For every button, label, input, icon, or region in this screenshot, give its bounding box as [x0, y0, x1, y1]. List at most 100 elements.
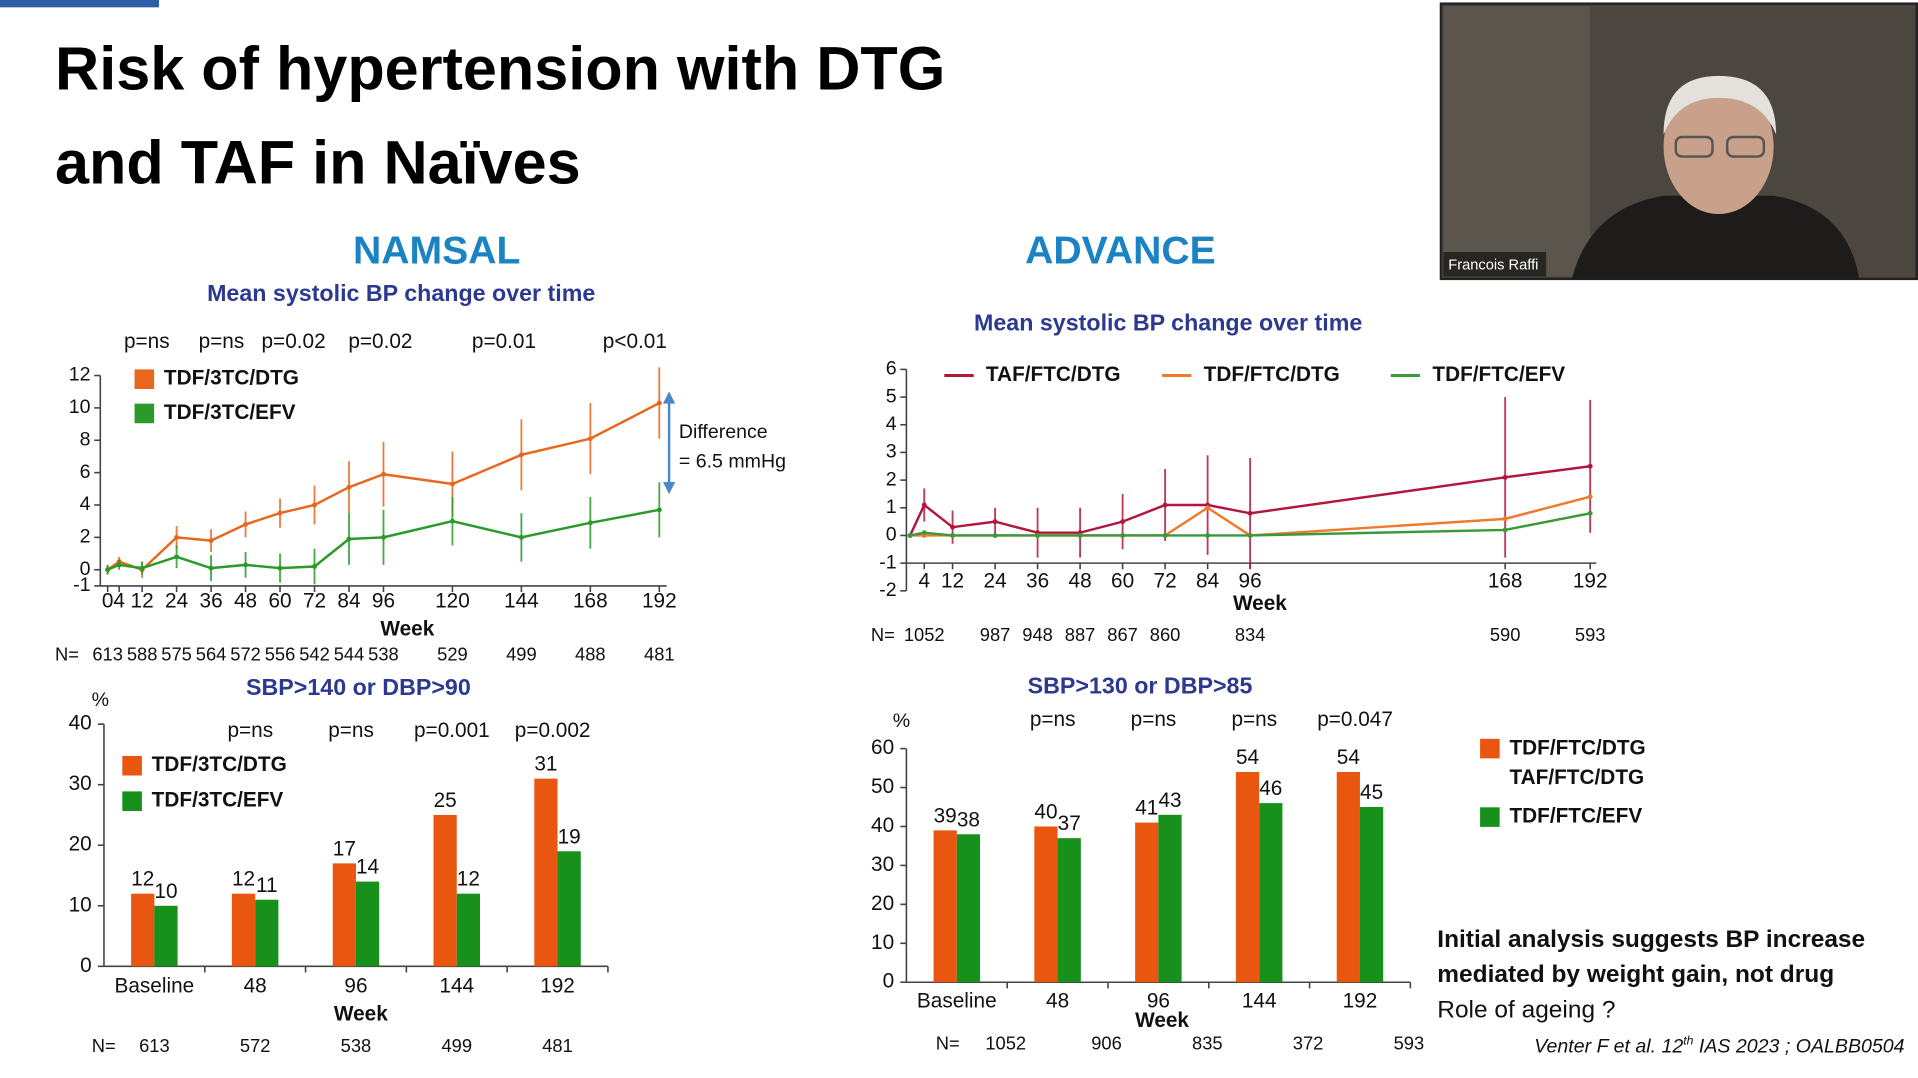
n-value: 1052	[985, 1032, 1026, 1053]
bar	[557, 851, 581, 967]
n-value: 538	[368, 643, 399, 664]
n-value: 564	[196, 643, 227, 664]
legend-label: TDF/3TC/DTG	[152, 753, 287, 776]
p-value: p=ns	[199, 330, 245, 353]
citation-sup: th	[1683, 1034, 1694, 1049]
conclusion: Initial analysis suggests BP increase	[1437, 925, 1866, 953]
data-point	[1035, 533, 1041, 538]
x-tick-label: 60	[1111, 570, 1134, 593]
n-value: 593	[1394, 1032, 1425, 1053]
bar	[255, 899, 279, 967]
x-tick-label: 48	[1069, 570, 1092, 593]
n-label: N=	[936, 1032, 960, 1053]
x-tick-label: 96	[344, 975, 367, 998]
data-point	[1205, 505, 1211, 511]
data-point	[105, 567, 111, 573]
data-label: 43	[1158, 789, 1181, 812]
name-tag	[1443, 251, 1547, 277]
n-value: 613	[139, 1035, 170, 1056]
data-point	[992, 519, 998, 525]
data-point	[1120, 519, 1126, 525]
bar	[956, 834, 981, 983]
data-label: 45	[1360, 781, 1383, 804]
n-label: N=	[871, 624, 895, 645]
y-tick-label: 20	[69, 833, 92, 856]
p-value: p=ns	[227, 719, 273, 742]
y-tick-label: 30	[871, 853, 894, 876]
x-tick-label: 192	[540, 975, 575, 998]
x-axis-label: Week	[1135, 1009, 1189, 1032]
data-point	[1247, 510, 1253, 516]
n-value: 835	[1192, 1032, 1223, 1053]
n-value: 834	[1235, 624, 1266, 645]
data-point	[518, 534, 524, 540]
data-point	[174, 554, 180, 560]
n-value: 593	[1575, 624, 1606, 645]
x-tick-label: Baseline	[917, 989, 997, 1012]
x-tick-label: 192	[1573, 570, 1608, 593]
x-tick-label: 84	[1196, 570, 1219, 593]
data-label: 25	[434, 789, 457, 812]
series-line	[908, 465, 1591, 536]
n-value: 575	[161, 643, 192, 664]
n-value: 529	[437, 643, 468, 664]
n-value: 948	[1022, 624, 1053, 645]
bar	[433, 814, 457, 967]
n-label: N=	[55, 643, 79, 664]
data-label: 19	[558, 825, 581, 848]
p-value: p=0.02	[262, 330, 326, 353]
x-tick-label: 192	[1343, 989, 1378, 1012]
legend-swatch	[122, 755, 142, 776]
y-tick-label: 0	[80, 558, 91, 580]
p-value: p=ns	[1030, 708, 1076, 731]
y-tick-label: 3	[886, 441, 897, 463]
bar	[1057, 838, 1081, 983]
data-point	[381, 534, 386, 540]
data-point	[449, 518, 455, 524]
data-point	[587, 436, 593, 442]
bar	[231, 893, 256, 967]
y-tick-label: 6	[886, 358, 897, 380]
arrow-head	[662, 391, 676, 495]
data-point	[449, 481, 455, 487]
data-point	[208, 538, 214, 544]
data-point	[921, 502, 927, 508]
x-tick-label: 36	[200, 589, 223, 612]
y-tick-label: 10	[69, 396, 91, 418]
chart-title: Mean systolic BP change over time	[207, 280, 595, 306]
x-tick-label: 84	[337, 589, 360, 612]
data-point	[346, 536, 352, 542]
data-label: 38	[957, 808, 980, 831]
n-value: 906	[1091, 1032, 1122, 1053]
x-tick-label: 144	[439, 975, 474, 998]
y-tick-label: 4	[80, 493, 91, 515]
n-value: 1052	[904, 624, 945, 645]
n-value: 481	[542, 1035, 573, 1056]
bar	[1158, 814, 1182, 983]
bar	[131, 893, 155, 967]
data-point	[1162, 533, 1168, 538]
data-label: 39	[934, 804, 957, 827]
x-tick-label: 36	[1026, 570, 1049, 593]
x-tick-label: 24	[984, 570, 1007, 593]
legend-label: TDF/3TC/DTG	[164, 367, 299, 390]
conclusion: Role of ageing ?	[1437, 996, 1616, 1024]
data-label: 37	[1058, 812, 1081, 835]
y-tick-label: 8	[80, 428, 91, 450]
x-tick-label: 96	[1147, 989, 1170, 1012]
chart-title: SBP>140 or DBP>90	[246, 674, 471, 700]
n-value: 542	[299, 643, 330, 664]
person-hair	[1663, 75, 1777, 135]
bar	[1034, 826, 1058, 983]
x-tick-label: 60	[268, 589, 291, 612]
x-tick-label: 4	[113, 589, 125, 612]
n-value: 987	[980, 624, 1011, 645]
bar	[355, 881, 380, 967]
bar	[456, 893, 480, 967]
data-label: 40	[1034, 801, 1057, 824]
n-value: 867	[1107, 624, 1138, 645]
data-point	[1077, 533, 1083, 538]
data-label: 54	[1236, 746, 1259, 769]
chart-title: SBP>130 or DBP>85	[1028, 673, 1253, 699]
